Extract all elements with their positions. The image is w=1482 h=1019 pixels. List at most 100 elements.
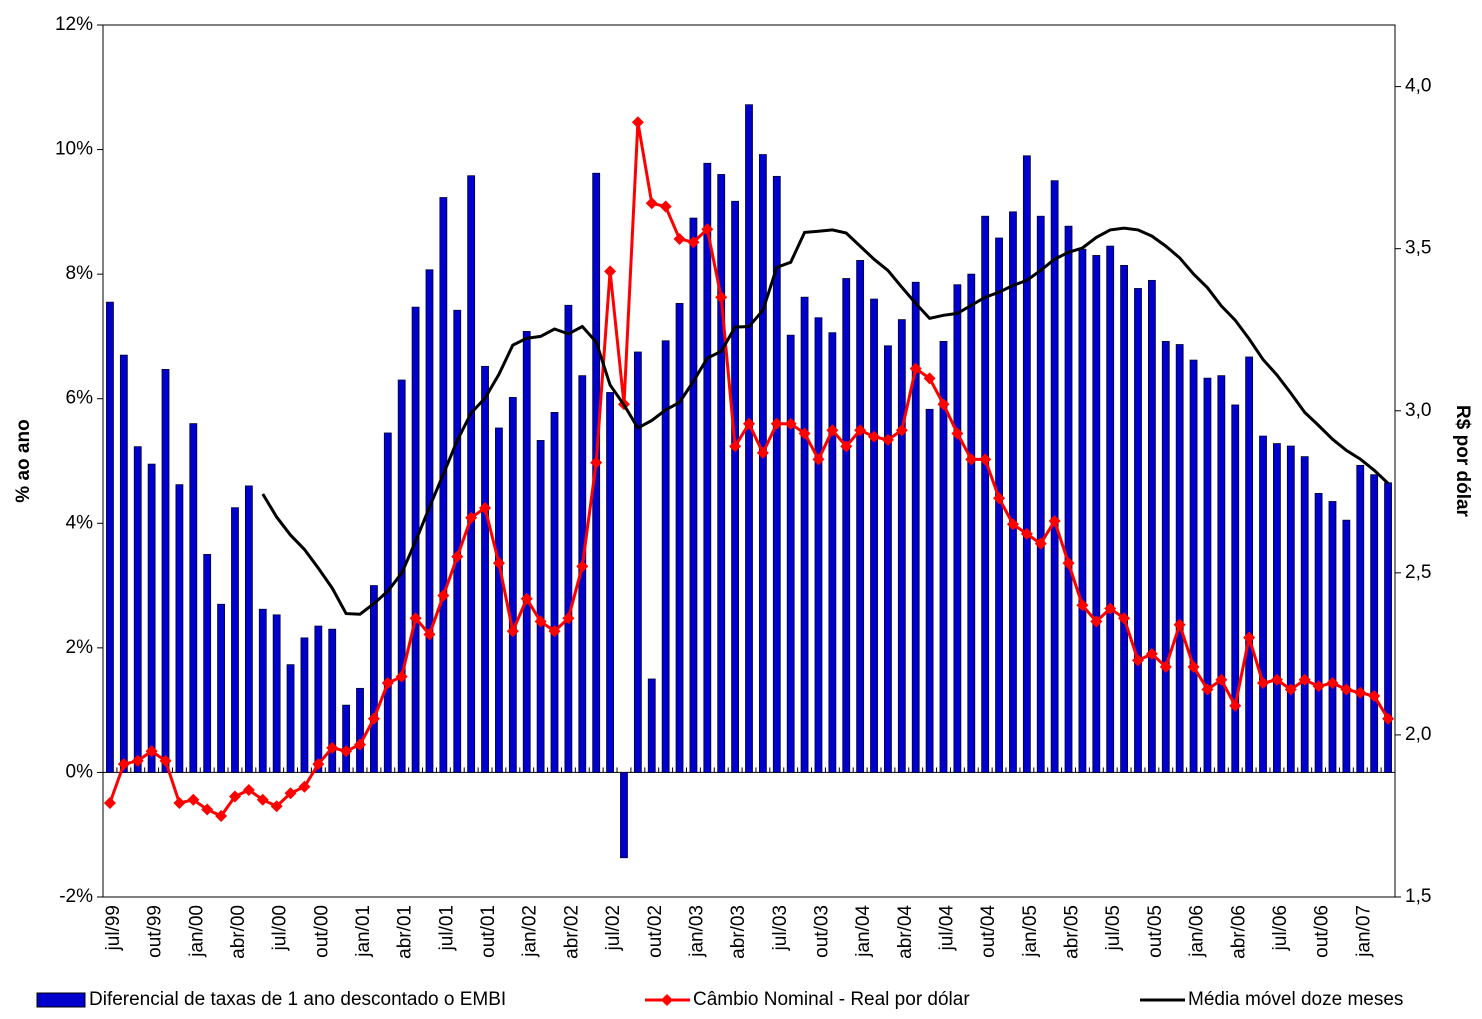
bar xyxy=(732,201,739,772)
marker xyxy=(1174,619,1186,631)
bar xyxy=(370,586,377,773)
marker xyxy=(1340,684,1352,696)
bar xyxy=(1190,360,1197,772)
marker xyxy=(1063,557,1075,569)
bar xyxy=(968,274,975,772)
x-tick-label: out/99 xyxy=(145,905,166,958)
x-tick-label: abr/06 xyxy=(1228,905,1249,959)
marker xyxy=(604,265,616,277)
x-tick-label: jul/03 xyxy=(770,905,791,951)
marker xyxy=(993,492,1005,504)
x-tick-label: abr/01 xyxy=(395,905,416,959)
marker xyxy=(868,431,880,443)
bar xyxy=(120,355,127,772)
bar xyxy=(1371,475,1378,773)
marker xyxy=(451,551,463,563)
y-tick-label: 2% xyxy=(66,637,94,658)
bar xyxy=(759,155,766,773)
x-tick-label: jul/04 xyxy=(937,905,958,952)
bar xyxy=(1079,249,1086,772)
bar xyxy=(871,299,878,772)
bar xyxy=(1037,216,1044,772)
y-axis-title: % ao ano xyxy=(13,419,34,502)
marker xyxy=(173,797,185,809)
y-tick-label: 10% xyxy=(55,139,93,160)
x-tick-label: jan/05 xyxy=(1020,905,1041,958)
marker xyxy=(1132,654,1144,666)
legend-marker xyxy=(661,994,673,1006)
bar xyxy=(523,331,530,772)
x-tick-label: out/01 xyxy=(478,905,499,958)
bar xyxy=(134,447,141,773)
bar xyxy=(1287,446,1294,772)
bar xyxy=(954,285,961,773)
bar xyxy=(162,369,169,772)
x-tick-label: out/00 xyxy=(311,905,332,958)
bar xyxy=(176,485,183,773)
x-tick-label: jan/03 xyxy=(686,905,707,958)
x-tick-label: out/06 xyxy=(1312,905,1333,958)
bar xyxy=(231,508,238,773)
bar xyxy=(204,554,211,772)
bar xyxy=(1315,493,1322,772)
marker xyxy=(368,713,380,725)
x-tick-label: jan/00 xyxy=(186,905,207,958)
bar xyxy=(106,302,113,772)
marker xyxy=(507,625,519,637)
bar xyxy=(287,665,294,773)
bar xyxy=(1023,156,1030,773)
bar xyxy=(509,397,516,772)
y-tick-label: 12% xyxy=(55,14,93,35)
bar xyxy=(1065,226,1072,772)
legend-label: Diferencial de taxas de 1 ano descontado… xyxy=(89,989,506,1010)
bar xyxy=(315,626,322,772)
x-tick-label: abr/03 xyxy=(728,905,749,959)
bar xyxy=(634,352,641,772)
bar xyxy=(815,318,822,773)
x-tick-label: jan/07 xyxy=(1353,905,1374,958)
y2-tick-label: 1,5 xyxy=(1405,886,1431,907)
x-tick-label: out/02 xyxy=(645,905,666,958)
y-tick-label: 0% xyxy=(66,761,94,782)
marker xyxy=(979,453,991,465)
bar xyxy=(912,282,919,772)
legend-swatch xyxy=(37,993,85,1007)
marker xyxy=(354,739,366,751)
marker xyxy=(437,590,449,602)
x-tick-label: abr/05 xyxy=(1062,905,1083,959)
bar xyxy=(440,198,447,773)
y2-axis-title: R$ por dólar xyxy=(1452,405,1473,518)
marker xyxy=(1326,677,1338,689)
x-tick-label: abr/02 xyxy=(561,905,582,959)
x-tick-label: abr/00 xyxy=(228,905,249,959)
legend-label: Câmbio Nominal - Real por dólar xyxy=(693,989,970,1010)
x-tick-label: abr/04 xyxy=(895,905,916,959)
bar xyxy=(482,366,489,772)
marker xyxy=(715,291,727,303)
bar xyxy=(245,486,252,773)
y-tick-label: 6% xyxy=(66,388,94,409)
x-tick-label: jan/02 xyxy=(520,905,541,958)
bar xyxy=(829,333,836,773)
y2-tick-label: 3,0 xyxy=(1405,400,1431,421)
bar xyxy=(384,433,391,772)
x-tick-label: jul/99 xyxy=(103,905,124,951)
legend-label: Média móvel doze meses xyxy=(1188,989,1403,1010)
bar xyxy=(468,176,475,773)
bar xyxy=(1385,483,1392,773)
bar xyxy=(898,320,905,773)
marker xyxy=(771,418,783,430)
bar xyxy=(801,297,808,772)
marker xyxy=(382,677,394,689)
marker xyxy=(104,797,116,809)
bar xyxy=(857,260,864,772)
bar xyxy=(1357,465,1364,772)
bar xyxy=(1273,444,1280,773)
marker xyxy=(812,453,824,465)
marker xyxy=(674,233,686,245)
bar xyxy=(1329,501,1336,772)
bar xyxy=(1301,457,1308,773)
bar xyxy=(357,688,364,772)
x-tick-label: jul/02 xyxy=(603,905,624,951)
marker xyxy=(1243,632,1255,644)
